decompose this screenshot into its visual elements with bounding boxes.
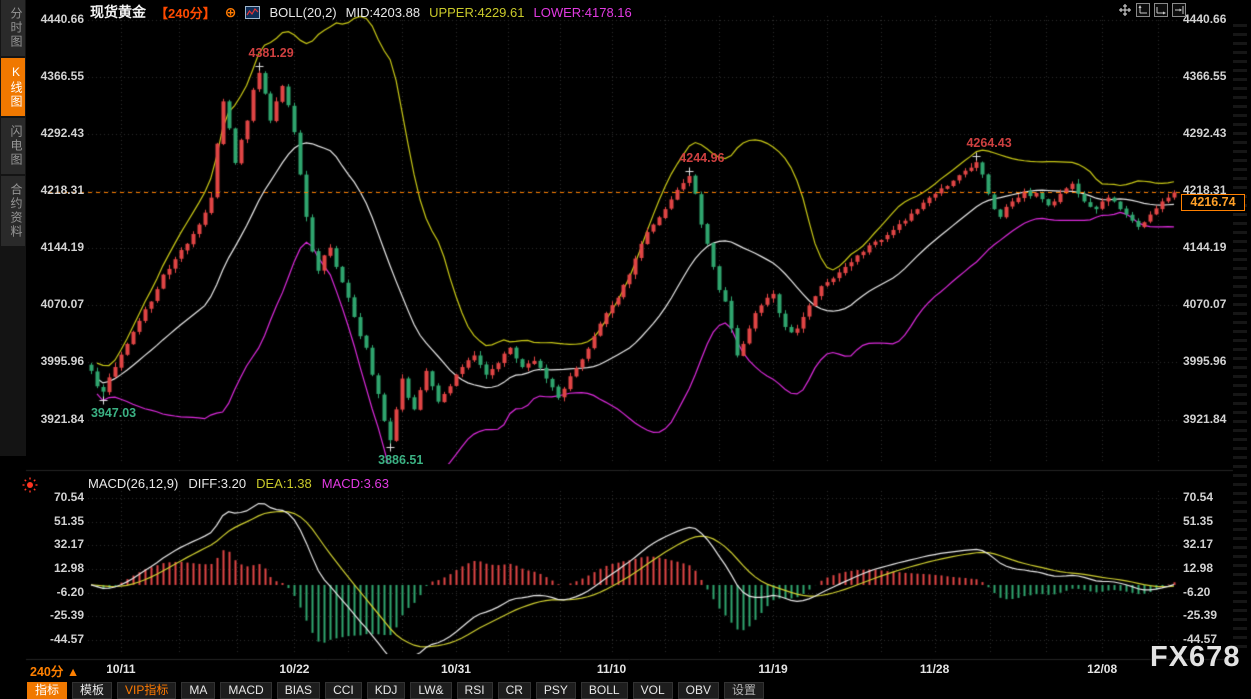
indicator-settings-icon[interactable] bbox=[22, 477, 38, 498]
toolbar-button-12[interactable]: BOLL bbox=[580, 682, 628, 699]
axis-shift-icon[interactable] bbox=[1172, 3, 1186, 17]
chart-header: 现货黄金 【240分】 ⊕ BOLL(20,2) MID:4203.88 UPP… bbox=[90, 2, 632, 22]
toolbar-button-7[interactable]: KDJ bbox=[366, 682, 406, 699]
macd-header: MACD(26,12,9) DIFF:3.20 DEA:1.38 MACD:3.… bbox=[88, 476, 389, 491]
boll-upper-value: UPPER:4229.61 bbox=[429, 4, 525, 20]
sidebar-item-2[interactable]: 闪电图 bbox=[1, 118, 25, 174]
axis-up-icon[interactable] bbox=[1136, 3, 1150, 17]
period-label[interactable]: 【240分】 bbox=[155, 5, 216, 21]
toolbar-button-5[interactable]: BIAS bbox=[276, 682, 321, 699]
chevron-up-icon: ▲ bbox=[66, 665, 80, 679]
toolbar-button-6[interactable]: CCI bbox=[325, 682, 362, 699]
toolbar-button-10[interactable]: CR bbox=[497, 682, 531, 699]
macd-macd-value: MACD:3.63 bbox=[321, 476, 389, 491]
toolbar-button-14[interactable]: OBV bbox=[677, 682, 719, 699]
toolbar-button-0[interactable]: 指标 bbox=[27, 682, 68, 699]
boll-mid-value: MID:4203.88 bbox=[345, 4, 421, 20]
add-indicator-icon[interactable]: ⊕ bbox=[224, 3, 237, 20]
last-price-badge: 4216.74 bbox=[1181, 194, 1245, 211]
macd-indicator-label: MACD(26,12,9) bbox=[88, 476, 179, 491]
footer-period-label: 240分 bbox=[30, 665, 64, 679]
chart-corner-tools bbox=[1118, 3, 1186, 17]
toolbar-button-9[interactable]: RSI bbox=[456, 682, 493, 699]
macd-diff-value: DIFF:3.20 bbox=[188, 476, 247, 491]
boll-indicator-label: BOLL(20,2) bbox=[269, 4, 337, 20]
sidebar-item-3[interactable]: 合约资料 bbox=[1, 176, 25, 246]
vertical-scrollbar[interactable] bbox=[1233, 18, 1247, 652]
toolbar-button-15[interactable]: 设置 bbox=[723, 682, 764, 699]
sidebar-item-1[interactable]: K线图 bbox=[1, 58, 25, 116]
toolbar-button-8[interactable]: LW& bbox=[410, 682, 452, 699]
macd-dea-value: DEA:1.38 bbox=[256, 476, 312, 491]
toolbar-button-2[interactable]: VIP指标 bbox=[117, 682, 177, 699]
watermark: FX678 bbox=[1150, 641, 1241, 673]
indicator-toolbar: 指标 模板 VIP指标 MA MACD BIAS CCI KDJ LW& RSI CR PSY BOLL… bbox=[27, 682, 764, 699]
toolbar-button-4[interactable]: MACD bbox=[220, 682, 272, 699]
boll-lower-value: LOWER:4178.16 bbox=[533, 4, 632, 20]
sidebar-item-0[interactable]: 分时图 bbox=[1, 0, 25, 56]
axis-right-icon[interactable] bbox=[1154, 3, 1168, 17]
chart-type-icon[interactable] bbox=[245, 5, 261, 19]
toolbar-button-11[interactable]: PSY bbox=[535, 682, 576, 699]
toolbar-button-1[interactable]: 模板 bbox=[72, 682, 113, 699]
sidebar: 分时图 K线图 闪电图 合约资料 bbox=[0, 0, 26, 456]
toolbar-button-3[interactable]: MA bbox=[181, 682, 216, 699]
symbol-name: 现货黄金 bbox=[90, 4, 146, 20]
footer-period-selector[interactable]: 240分 ▲ bbox=[30, 661, 79, 680]
pan-icon[interactable] bbox=[1118, 3, 1132, 17]
toolbar-button-13[interactable]: VOL bbox=[632, 682, 673, 699]
